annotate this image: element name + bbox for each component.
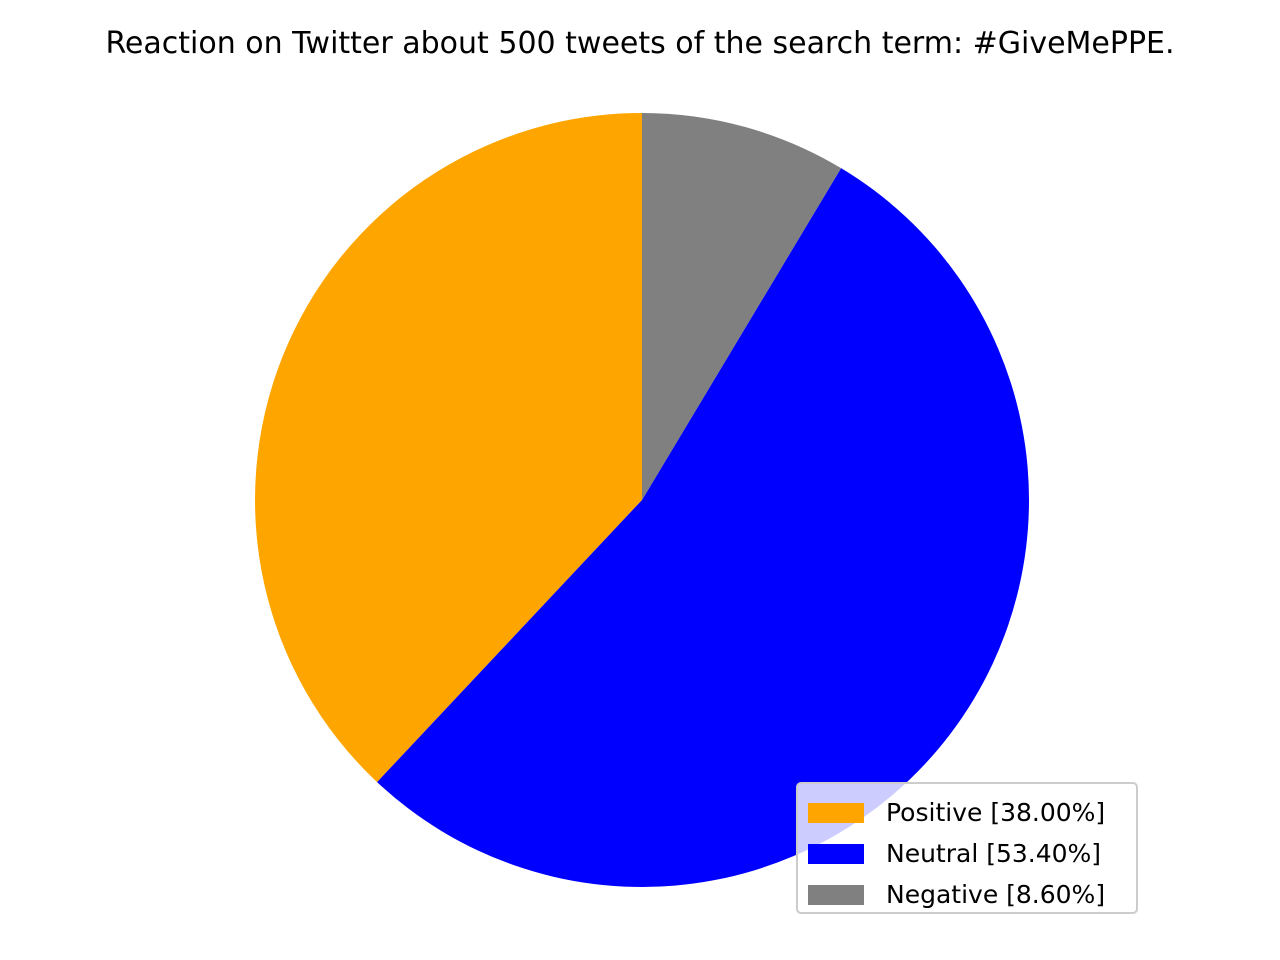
pie-slice-negative	[642, 113, 842, 500]
legend-swatch-negative	[808, 884, 864, 905]
legend-swatch-positive	[808, 802, 864, 823]
legend-item-positive: Positive [38.00%]	[808, 792, 1136, 833]
legend-swatch-neutral	[808, 843, 864, 864]
pie-slice-neutral	[377, 168, 1030, 888]
legend-label-negative: Negative [8.60%]	[886, 880, 1106, 909]
pie-slices	[255, 113, 1030, 888]
legend-item-neutral: Neutral [53.40%]	[808, 833, 1136, 874]
legend-label-positive: Positive [38.00%]	[886, 798, 1106, 827]
legend: Positive [38.00%] Neutral [53.40%] Negat…	[796, 782, 1138, 914]
pie-slice-positive	[255, 113, 642, 783]
legend-label-neutral: Neutral [53.40%]	[886, 839, 1102, 868]
legend-item-negative: Negative [8.60%]	[808, 874, 1136, 915]
chart-title: Reaction on Twitter about 500 tweets of …	[105, 26, 1175, 61]
